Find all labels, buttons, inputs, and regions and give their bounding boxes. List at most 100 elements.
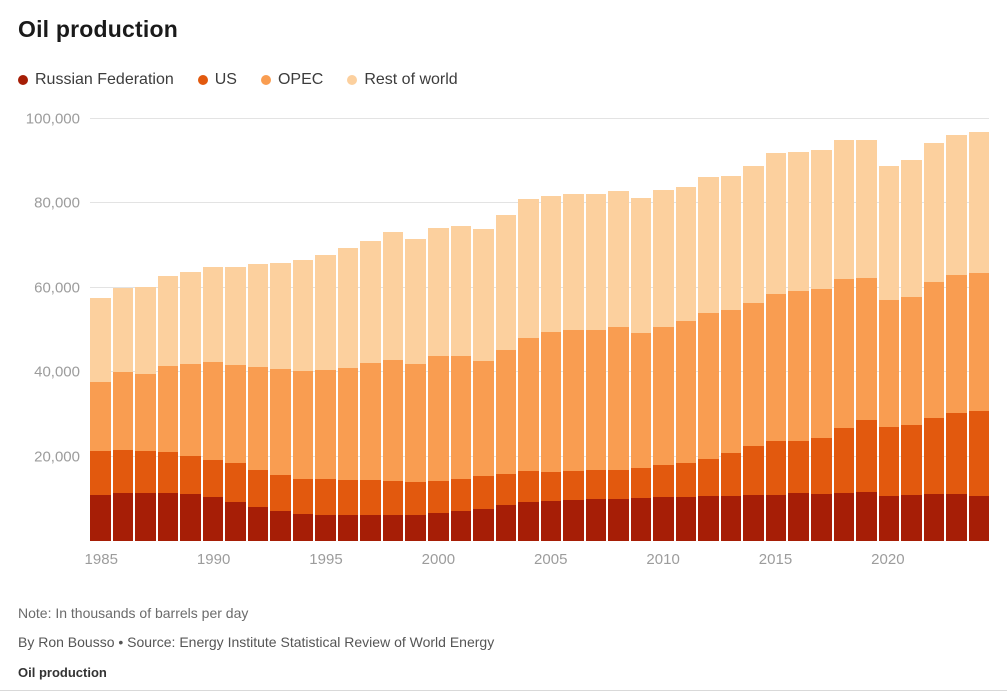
segment-us — [292, 478, 314, 514]
bar-2009[interactable] — [630, 198, 652, 541]
segment-opec — [856, 277, 877, 421]
bar-2011[interactable] — [675, 186, 697, 541]
segment-rest-of-world — [202, 266, 224, 362]
bar-1995[interactable] — [315, 255, 336, 541]
bar-2022[interactable] — [923, 142, 945, 541]
legend-item-us: US — [197, 71, 237, 89]
segment-us — [923, 418, 945, 494]
segment-us — [360, 479, 381, 515]
segment-russian-federation — [270, 510, 291, 541]
bar-1996[interactable] — [337, 247, 359, 541]
bar-2015[interactable] — [765, 153, 787, 541]
bar-2016[interactable] — [788, 151, 809, 541]
segment-us — [765, 440, 787, 495]
legend-item-opec: OPEC — [260, 71, 323, 89]
segment-opec — [292, 371, 314, 479]
segment-opec — [878, 300, 900, 427]
bar-2018[interactable] — [833, 140, 855, 541]
bar-2008[interactable] — [608, 191, 629, 541]
bar-1991[interactable] — [225, 266, 246, 541]
segment-russian-federation — [315, 514, 336, 541]
segment-rest-of-world — [157, 276, 179, 366]
bar-2020[interactable] — [878, 166, 900, 541]
segment-opec — [180, 364, 201, 456]
bar-2000[interactable] — [427, 227, 449, 541]
segment-us — [743, 445, 764, 496]
segment-rest-of-world — [653, 189, 674, 328]
bar-2024[interactable] — [968, 132, 990, 541]
segment-russian-federation — [247, 507, 269, 541]
segment-opec — [270, 368, 291, 475]
segment-rest-of-world — [968, 132, 990, 273]
segment-us — [811, 438, 832, 494]
segment-opec — [743, 303, 764, 446]
x-axis-label-1990: 1990 — [196, 551, 231, 568]
segment-russian-federation — [878, 496, 900, 541]
segment-us — [202, 459, 224, 498]
segment-opec — [765, 294, 787, 441]
bar-1986[interactable] — [112, 287, 134, 541]
segment-opec — [225, 365, 246, 464]
segment-opec — [157, 365, 179, 452]
segment-russian-federation — [608, 499, 629, 541]
legend: Russian Federation US OPEC Rest of world — [18, 71, 989, 89]
segment-us — [698, 458, 719, 497]
bar-2023[interactable] — [946, 134, 967, 541]
segment-russian-federation — [698, 496, 719, 541]
segment-rest-of-world — [135, 286, 156, 374]
bar-2010[interactable] — [653, 189, 674, 541]
legend-label: Russian Federation — [35, 71, 174, 88]
bar-2004[interactable] — [518, 199, 539, 541]
y-axis-label: 40,000 — [34, 363, 80, 381]
bar-2019[interactable] — [856, 140, 877, 541]
segment-us — [157, 451, 179, 493]
segment-opec — [968, 272, 990, 411]
bar-2005[interactable] — [540, 195, 562, 541]
segment-opec — [675, 321, 697, 464]
bar-1989[interactable] — [180, 271, 201, 541]
bar-2012[interactable] — [698, 177, 719, 541]
segment-us — [180, 455, 201, 495]
segment-opec — [450, 356, 472, 479]
segment-us — [608, 470, 629, 499]
bar-2013[interactable] — [720, 175, 742, 541]
segment-rest-of-world — [427, 227, 449, 356]
bar-1990[interactable] — [202, 266, 224, 541]
segment-opec — [540, 331, 562, 472]
segment-rest-of-world — [878, 166, 900, 301]
legend-dot-icon — [347, 75, 358, 85]
bar-1992[interactable] — [247, 264, 269, 541]
segment-rest-of-world — [247, 264, 269, 367]
segment-opec — [135, 373, 156, 451]
segment-us — [720, 453, 742, 496]
segment-russian-federation — [675, 496, 697, 541]
segment-opec — [833, 279, 855, 429]
bar-2001[interactable] — [450, 226, 472, 541]
bar-2014[interactable] — [743, 166, 764, 541]
bar-2003[interactable] — [495, 215, 517, 541]
bar-1998[interactable] — [382, 232, 404, 541]
bar-2002[interactable] — [473, 228, 494, 541]
bar-1994[interactable] — [292, 259, 314, 541]
bar-1988[interactable] — [157, 276, 179, 541]
bar-2007[interactable] — [585, 194, 607, 541]
segment-russian-federation — [811, 493, 832, 541]
bar-1999[interactable] — [405, 239, 426, 541]
segment-rest-of-world — [608, 191, 629, 328]
bar-1987[interactable] — [135, 286, 156, 541]
segment-russian-federation — [653, 497, 674, 541]
bar-2017[interactable] — [811, 150, 832, 541]
segment-rest-of-world — [382, 232, 404, 360]
bar-2021[interactable] — [901, 159, 922, 541]
segment-russian-federation — [495, 504, 517, 541]
bar-1997[interactable] — [360, 240, 381, 541]
segment-russian-federation — [563, 499, 584, 541]
x-axis-label-1985: 1985 — [84, 551, 118, 568]
segment-opec — [337, 368, 359, 481]
bar-2006[interactable] — [563, 193, 584, 541]
segment-rest-of-world — [585, 194, 607, 331]
bar-1993[interactable] — [270, 263, 291, 541]
bar-1985[interactable] — [90, 298, 111, 541]
segment-us — [856, 420, 877, 493]
legend-label: Rest of world — [364, 71, 458, 88]
